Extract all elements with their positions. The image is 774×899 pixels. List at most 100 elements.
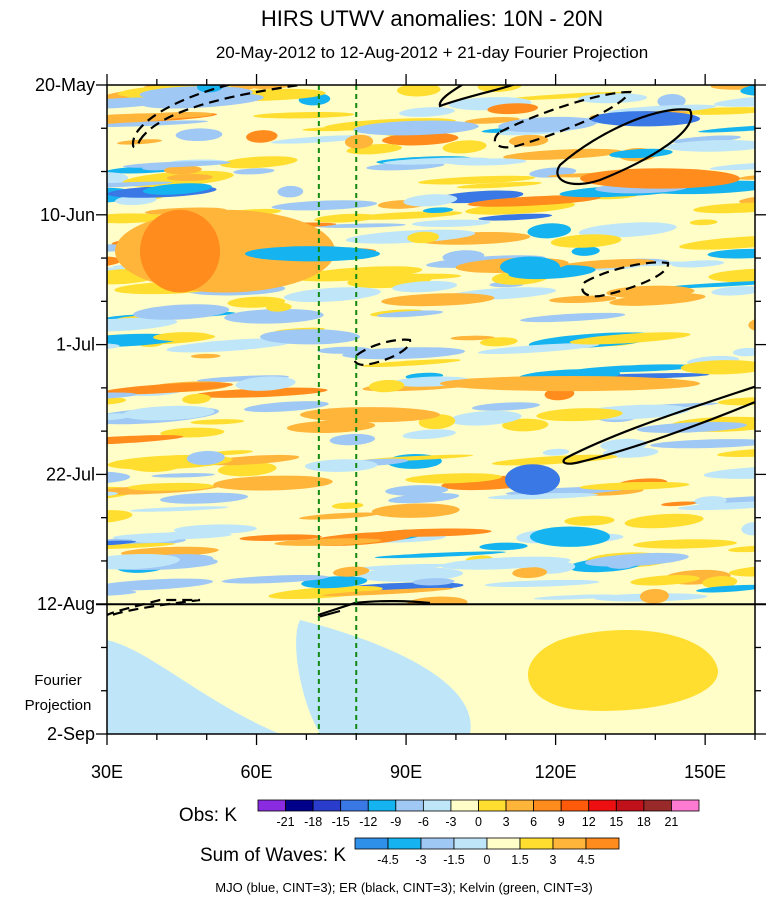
anomaly-patch (693, 202, 755, 214)
anomaly-patch (107, 397, 127, 405)
anomaly-patch (374, 551, 506, 559)
anomaly-patch (467, 195, 601, 207)
er-contour (131, 85, 307, 149)
anomaly-patch (440, 556, 571, 570)
anomaly-patch (450, 335, 495, 341)
waves-legend-swatch (585, 837, 620, 850)
anomaly-patch (512, 567, 548, 579)
x-tick-label: 150E (684, 762, 726, 782)
anomaly-patch (418, 175, 536, 185)
anomaly-patch (107, 382, 234, 395)
anomaly-patch (204, 454, 300, 466)
anomaly-patch (107, 213, 166, 224)
anomaly-patch (472, 402, 540, 411)
anomaly-patch (689, 219, 718, 226)
anomaly-patch (213, 475, 333, 491)
anomaly-patch (220, 156, 298, 169)
waves-legend-swatch (519, 837, 554, 850)
anomaly-patch (163, 165, 202, 175)
anomaly-patch (140, 209, 220, 293)
plot-area (107, 85, 755, 734)
chart-title: HIRS UTWV anomalies: 10N - 20N (261, 6, 603, 31)
waves-legend-label: -3 (415, 853, 426, 867)
waves-legend-label: 3 (550, 853, 557, 867)
anomaly-patch (107, 413, 131, 421)
anomaly-patch (464, 117, 520, 124)
waves-legend-label: -4.5 (377, 853, 399, 867)
anomaly-patch (533, 594, 619, 600)
projection-label-line1: Fourier (34, 672, 82, 689)
waves-legend-label: -1.5 (443, 853, 465, 867)
anomaly-patch (717, 397, 755, 406)
anomaly-patch (314, 213, 378, 223)
obs-legend-label: 21 (664, 815, 678, 829)
anomaly-patch (717, 447, 755, 457)
anomaly-patch (542, 448, 570, 456)
anomaly-patch (579, 481, 690, 490)
anomaly-patch (703, 465, 755, 479)
obs-legend-label: -9 (390, 815, 401, 829)
er-contour (353, 338, 412, 367)
anomaly-patch (160, 427, 225, 438)
chart-subtitle: 20-May-2012 to 12-Aug-2012 + 21-day Four… (216, 43, 648, 62)
anomaly-patch (728, 545, 755, 553)
anomaly-patch (590, 111, 700, 127)
anomaly-patch (503, 148, 623, 160)
anomaly-patch (107, 540, 137, 547)
anomaly-patch (153, 332, 211, 342)
er-contour (581, 261, 670, 298)
obs-legend-label: -6 (418, 815, 429, 829)
x-tick-label: 120E (535, 762, 577, 782)
anomaly-patch (351, 211, 463, 220)
anomaly-patch (244, 401, 329, 413)
kelvin-lines (317, 85, 358, 734)
anomaly-patch (564, 515, 615, 526)
obs-legend-swatch (395, 799, 424, 812)
anomaly-patch (738, 174, 755, 180)
anomaly-patch (224, 308, 324, 324)
anomaly-patch (530, 526, 610, 547)
obs-legend-swatch (478, 799, 507, 812)
x-tick-label: 90E (390, 762, 422, 782)
waves-legend-label: 4.5 (577, 853, 594, 867)
obs-legend-swatch (312, 799, 342, 812)
waves-legend-swatch (420, 837, 455, 850)
anomaly-patch (286, 420, 376, 433)
y-tick-label: 22-Jul (46, 464, 95, 484)
anomaly-patch (112, 532, 232, 540)
anomaly-patch (708, 268, 755, 283)
anomaly-patch (107, 392, 138, 400)
anomaly-patch (175, 128, 223, 142)
x-axis: 30E 60E 90E 120E 150E (91, 74, 756, 782)
y-tick-label: 20-May (35, 75, 95, 95)
plot-frame (106, 84, 756, 735)
anomaly-patch (217, 462, 277, 477)
anomaly-patch (527, 223, 572, 239)
anomaly-patch (487, 492, 599, 500)
anomaly-patch (221, 574, 329, 584)
anomaly-patch (728, 565, 755, 577)
anomaly-patch (548, 295, 617, 304)
anomaly-patch (371, 503, 460, 518)
waves-legend-label: 0 (484, 853, 491, 867)
obs-legend-swatch (671, 799, 700, 812)
obs-legend-label: 0 (475, 815, 482, 829)
anomaly-patch (711, 286, 755, 296)
anomaly-patch (142, 183, 212, 195)
anomaly-patch (707, 248, 755, 259)
anomaly-patch (277, 185, 304, 198)
waves-legend-title: Sum of Waves: K (200, 845, 346, 866)
anomaly-patch (505, 464, 560, 495)
y-axis: 20-May 10-Jun 1-Jul 22-Jul 12-Aug 2-Sep (35, 75, 766, 744)
y-tick-label: 2-Sep (47, 724, 95, 744)
obs-legend-swatch (340, 799, 369, 812)
anomaly-patch (477, 343, 600, 355)
anomaly-patch (550, 234, 622, 248)
anomaly-patch (624, 513, 704, 529)
anomaly-patch (403, 194, 458, 207)
anomaly-patch (266, 302, 292, 312)
waves-legend-label: 1.5 (511, 853, 528, 867)
anomaly-patch (107, 181, 172, 189)
anomaly-patch (233, 168, 275, 175)
